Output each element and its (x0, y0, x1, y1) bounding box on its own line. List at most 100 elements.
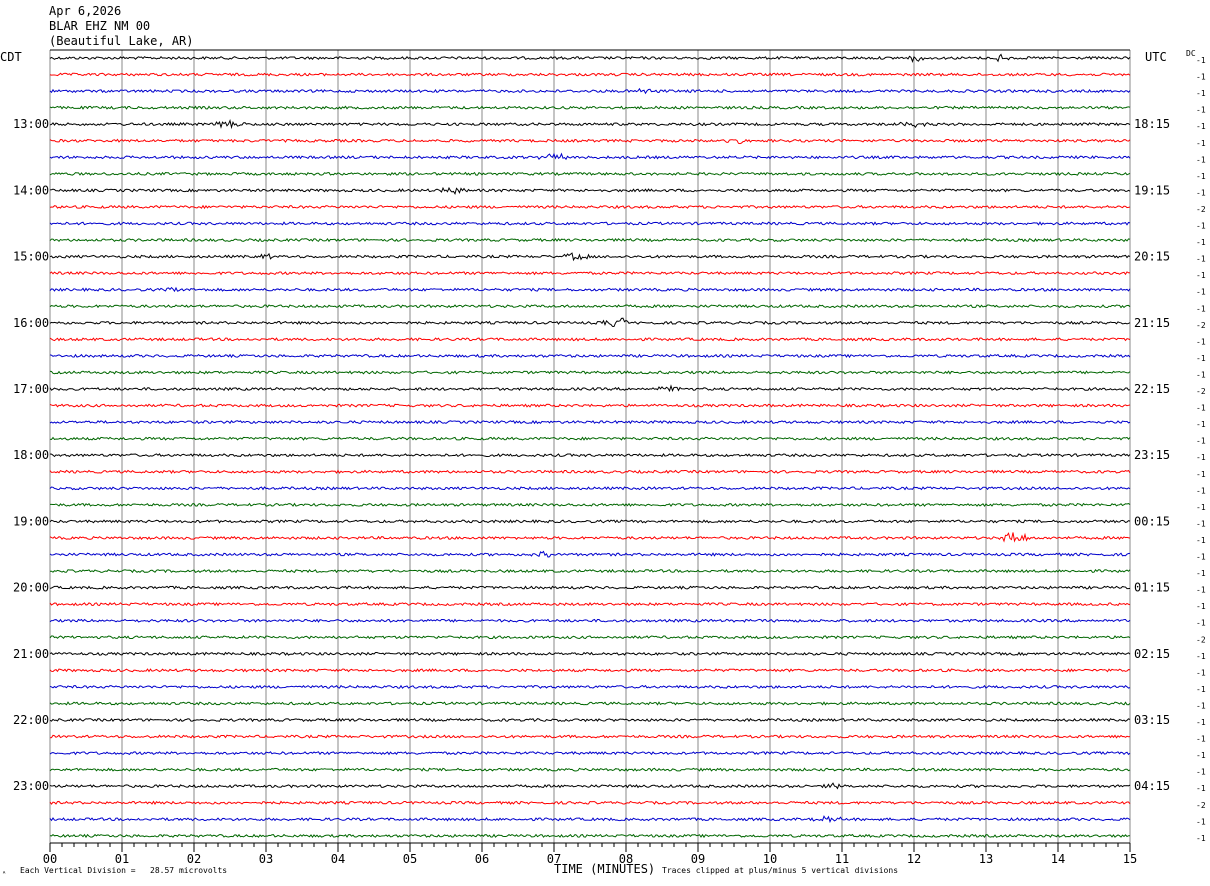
seismic-trace (49, 138, 1131, 145)
seismic-trace (49, 734, 1131, 739)
seismic-trace (49, 519, 1131, 524)
x-tick-label: 02 (187, 852, 201, 866)
dc-offset-label: -1 (1196, 470, 1206, 479)
right-hour-label: 00:15 (1134, 514, 1170, 528)
seismic-trace (49, 436, 1131, 441)
left-hour-label: 23:00 (13, 779, 49, 793)
x-tick-label: 11 (835, 852, 849, 866)
x-tick-label: 05 (403, 852, 417, 866)
dc-offset-label: -1 (1196, 106, 1206, 115)
seismic-trace (49, 271, 1131, 276)
x-tick-label: 08 (619, 852, 633, 866)
right-hour-label: 02:15 (1134, 647, 1170, 661)
dc-offset-label: -1 (1196, 834, 1206, 843)
left-hour-label: 16:00 (13, 316, 49, 330)
seismic-trace (50, 502, 1131, 508)
seismic-trace (49, 651, 1131, 656)
left-hour-label: 13:00 (13, 117, 49, 131)
left-hour-label: 18:00 (13, 448, 49, 462)
dc-offset-label: -1 (1196, 172, 1206, 181)
seismic-trace (49, 72, 1131, 77)
right-hour-label: 19:15 (1134, 183, 1170, 197)
right-hour-label: 21:15 (1134, 316, 1170, 330)
location-label: (Beautiful Lake, AR) (49, 34, 194, 48)
x-tick-label: 12 (907, 852, 921, 866)
x-tick-label: 15 (1123, 852, 1137, 866)
station-label: BLAR EHZ NM 00 (49, 19, 151, 33)
dc-offset-label: -1 (1196, 817, 1206, 826)
dc-offset-label: -1 (1196, 155, 1206, 164)
seismic-trace (49, 701, 1131, 706)
right-hour-label: 22:15 (1134, 382, 1170, 396)
seismic-trace (49, 403, 1131, 408)
x-tick-label: 10 (763, 852, 777, 866)
dc-offset-label: -1 (1196, 271, 1206, 280)
dc-offset-label: -1 (1196, 188, 1206, 197)
dc-offset-label: -2 (1196, 205, 1206, 214)
dc-offset-label: -1 (1196, 288, 1206, 297)
x-tick-label: 09 (691, 852, 705, 866)
dc-offset-label: -2 (1196, 801, 1206, 810)
dc-offset-label: -1 (1196, 602, 1206, 611)
dc-offset-label: -1 (1196, 453, 1206, 462)
seismic-trace (49, 585, 1131, 590)
dc-offset-label: -2 (1196, 387, 1206, 396)
right-hour-label: 03:15 (1134, 713, 1170, 727)
seismic-trace (49, 252, 1131, 262)
seismic-trace (49, 782, 1131, 790)
dc-offset-label: -1 (1196, 718, 1206, 727)
right-hour-label: 04:15 (1134, 779, 1170, 793)
dc-offset-label: -2 (1196, 321, 1206, 330)
dc-offset-label: -1 (1196, 222, 1206, 231)
x-tick-label: 03 (259, 852, 273, 866)
right-timezone-label: UTC (1145, 50, 1167, 64)
left-hour-label: 21:00 (13, 647, 49, 661)
seismic-trace (49, 237, 1131, 243)
seismic-trace (49, 815, 1131, 824)
dc-offset-label: -1 (1196, 701, 1206, 710)
seismic-trace (49, 635, 1131, 640)
clip-note: Traces clipped at plus/minus 5 vertical … (662, 866, 899, 875)
dc-offset-label: -1 (1196, 553, 1206, 562)
right-hour-label: 20:15 (1134, 250, 1170, 264)
seismic-trace (49, 317, 1131, 328)
dc-offset-label: -1 (1196, 337, 1206, 346)
dc-offset-label: -1 (1196, 304, 1206, 313)
seismic-trace (49, 532, 1131, 543)
seismic-trace (49, 833, 1131, 839)
left-hour-label: 17:00 (13, 382, 49, 396)
dc-offset-label: -1 (1196, 437, 1206, 446)
seismic-trace (49, 186, 1131, 195)
seismic-trace (49, 668, 1131, 673)
seismic-trace (49, 370, 1131, 375)
seismic-trace (49, 750, 1131, 756)
seismic-trace (49, 618, 1131, 623)
dc-header-label: DC (1186, 49, 1196, 58)
dc-offset-label: -1 (1196, 652, 1206, 661)
x-tick-label: 04 (331, 852, 345, 866)
seismic-trace (49, 602, 1131, 607)
seismic-trace (49, 568, 1131, 574)
x-tick-label: 06 (475, 852, 489, 866)
dc-offset-label: -1 (1196, 619, 1206, 628)
seismic-trace (49, 204, 1131, 210)
x-axis-title: TIME (MINUTES) (554, 862, 656, 876)
dc-offset-label: -1 (1196, 420, 1206, 429)
seismic-trace (49, 118, 1131, 130)
left-hour-label: 15:00 (13, 250, 49, 264)
dc-offset-label: -1 (1196, 735, 1206, 744)
seismic-trace (49, 384, 1131, 393)
x-tick-label: 01 (115, 852, 129, 866)
seismic-trace (49, 337, 1131, 342)
x-tick-label: 07 (547, 852, 561, 866)
left-timezone-label: CDT (0, 50, 22, 64)
left-hour-label: 14:00 (13, 183, 49, 197)
dc-offset-label: -1 (1196, 586, 1206, 595)
seismic-trace (49, 469, 1131, 474)
left-hour-label: 22:00 (13, 713, 49, 727)
seismic-trace (49, 87, 1131, 95)
dc-offset-label: -1 (1196, 536, 1206, 545)
dc-offset-label: -1 (1196, 503, 1206, 512)
x-tick-label: 00 (43, 852, 57, 866)
right-hour-label: 23:15 (1134, 448, 1170, 462)
